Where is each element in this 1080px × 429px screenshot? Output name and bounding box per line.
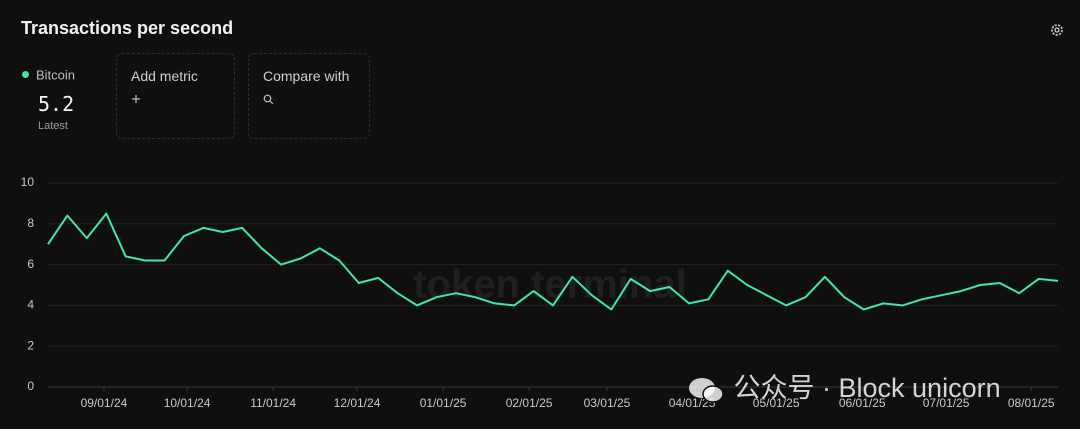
y-tick-label: 0 xyxy=(27,379,34,393)
watermark-brand: token terminal xyxy=(413,263,686,307)
x-tick-label: 06/01/25 xyxy=(839,396,886,410)
compare-label: Compare with xyxy=(263,68,350,84)
x-tick-label: 01/01/25 xyxy=(420,396,467,410)
x-tick-label: 09/01/24 xyxy=(81,396,128,410)
x-tick-label: 10/01/24 xyxy=(164,396,211,410)
add-metric-button[interactable]: Add metric xyxy=(116,53,235,139)
wechat-icon xyxy=(689,377,724,403)
x-tick-label: 02/01/25 xyxy=(506,396,553,410)
settings-icon[interactable] xyxy=(1050,23,1064,37)
title: Transactions per second xyxy=(21,18,234,38)
x-tick-label: 04/01/25 xyxy=(669,396,716,410)
x-tick-label: 12/01/24 xyxy=(334,396,381,410)
data-line xyxy=(47,212,1059,311)
legend-swatch xyxy=(22,71,29,79)
watermark-source: 公众号 · Block unicorn xyxy=(686,366,1001,405)
add-metric-label: Add metric xyxy=(131,68,198,84)
x-tick-label: 03/01/25 xyxy=(584,396,631,410)
legend: Bitcoin 5.2 Latest xyxy=(22,66,75,132)
y-tick-label: 8 xyxy=(27,216,34,230)
watermark-text: 公众号 · Block unicorn xyxy=(733,373,1001,403)
compare-button[interactable]: Compare with xyxy=(248,53,370,139)
latest-label: Latest xyxy=(38,120,68,132)
x-tick-label: 05/01/25 xyxy=(753,396,800,410)
x-tick-label: 11/01/24 xyxy=(250,396,296,410)
y-tick-label: 6 xyxy=(27,257,34,271)
legend-label: Bitcoin xyxy=(36,67,76,83)
x-tick-label: 08/01/25 xyxy=(1008,396,1055,410)
y-tick-label: 10 xyxy=(21,175,35,189)
plus-icon xyxy=(132,95,140,103)
y-tick-label: 2 xyxy=(27,338,34,352)
latest-value: 5.2 xyxy=(38,92,75,116)
x-tick-label: 07/01/25 xyxy=(923,396,970,410)
search-icon xyxy=(263,94,274,105)
y-tick-label: 4 xyxy=(27,298,34,312)
